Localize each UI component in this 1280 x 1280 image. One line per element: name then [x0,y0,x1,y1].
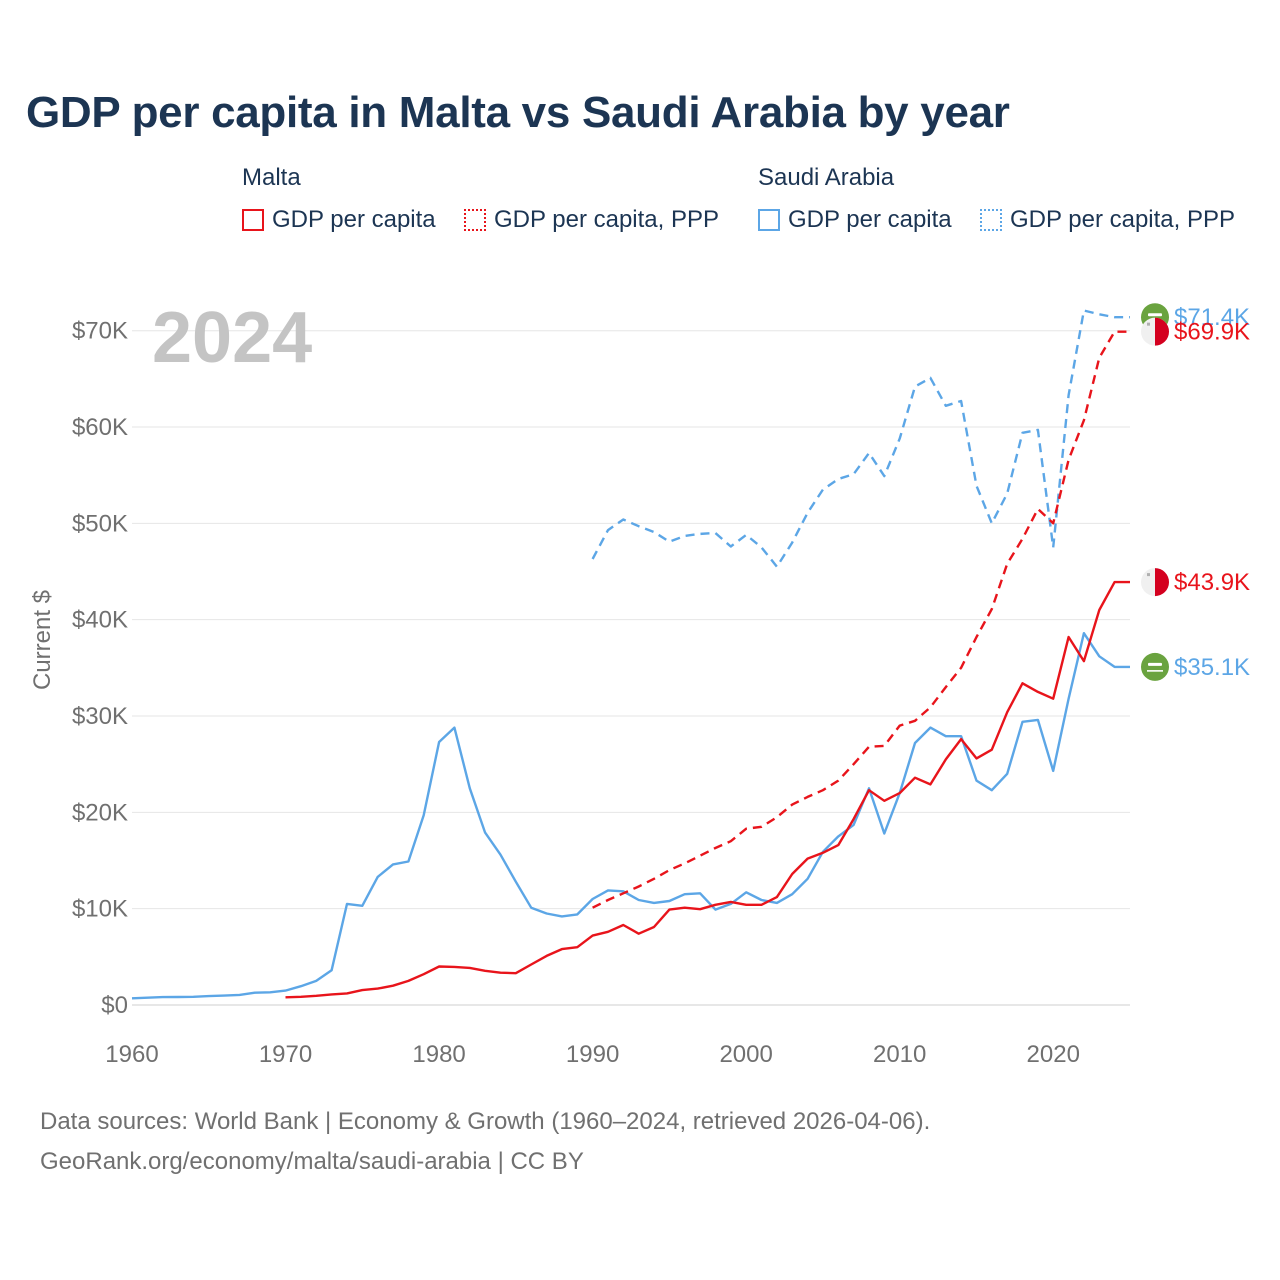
end-labels: $35.1K $71.4K $43.9K $69.9K [1141,303,1250,681]
chart-title: GDP per capita in Malta vs Saudi Arabia … [26,88,1010,137]
malta-flag-cross [1147,573,1150,577]
malta-flag-icon [1141,317,1169,346]
legend-group-saudi: Saudi Arabia [758,164,895,191]
line-chart: 1960 1970 1980 1990 2000 2010 2020 $0$10K$20K$… [29,298,1250,1068]
legend-swatch-malta-gdp [242,209,264,231]
y-tick-label: $20K [72,799,128,826]
legend-swatch-saudi-ppp [980,209,1002,231]
series-layer [131,309,1130,1000]
malta-flag-red-half [1155,568,1169,597]
y-tick-label: $70K [72,318,128,345]
malta-flag-cross [1147,322,1150,326]
x-tick-label: 1980 [412,1041,465,1068]
legend-item-malta-gdp[interactable]: GDP per capita [242,206,436,234]
x-tick-label: 1990 [566,1041,619,1068]
legend-item-saudi-gdp[interactable]: GDP per capita [758,206,952,234]
y-tick-label: $30K [72,703,128,730]
y-axis-title: Current $ [29,590,56,690]
x-tick-label: 2010 [873,1041,926,1068]
footer-attribution[interactable]: GeoRank.org/economy/malta/saudi-arabia |… [40,1148,584,1175]
gridlines [132,330,1130,1006]
x-tick-label: 2020 [1027,1041,1080,1068]
end-value-label: $35.1K [1174,654,1250,681]
year-label: 2024 [152,298,312,378]
saudi-flag-disc [1141,652,1169,681]
legend-group-malta: Malta [242,164,301,191]
y-tick-label: $40K [72,607,128,634]
malta-flag-red-half [1155,317,1169,346]
saudi-flag-script [1148,313,1162,317]
y-tick-label: $0 [101,992,128,1019]
x-tick-label: 1970 [259,1041,312,1068]
series-line-0 [131,632,1130,1000]
legend-swatch-saudi-gdp [758,209,780,231]
end-value-label: $43.9K [1174,569,1250,596]
y-axis: $0 $10K $20K $30K $40K $50K $60K $70K [72,318,128,1019]
x-axis: 1960 1970 1980 1990 2000 2010 2020 [105,1041,1080,1068]
legend-item-saudi-ppp[interactable]: GDP per capita, PPP [980,206,1235,234]
legend-label-saudi-ppp: GDP per capita, PPP [1010,206,1235,233]
series-line-2 [285,580,1130,999]
legend-label-malta-ppp: GDP per capita, PPP [494,206,719,233]
series-line-3 [592,330,1130,909]
y-tick-label: $60K [72,414,128,441]
x-tick-label: 2000 [719,1041,772,1068]
end-value-label: $71.4K [1174,304,1250,331]
y-tick-label: $50K [72,510,128,537]
legend-item-malta-ppp[interactable]: GDP per capita, PPP [464,206,719,234]
saudi-flag-script [1148,662,1162,666]
malta-flag-icon [1141,568,1169,597]
x-tick-label: 1960 [105,1041,158,1068]
y-tick-label: $10K [72,896,128,923]
saudi-flag-icon [1141,652,1169,681]
legend-label-saudi-gdp: GDP per capita [788,206,952,233]
series-line-1 [591,309,1130,568]
legend-swatch-malta-ppp [464,209,486,231]
legend-label-malta-gdp: GDP per capita [272,206,436,233]
end-value-label: $69.9K [1174,319,1250,346]
footer-sources: Data sources: World Bank | Economy & Gro… [40,1108,931,1135]
